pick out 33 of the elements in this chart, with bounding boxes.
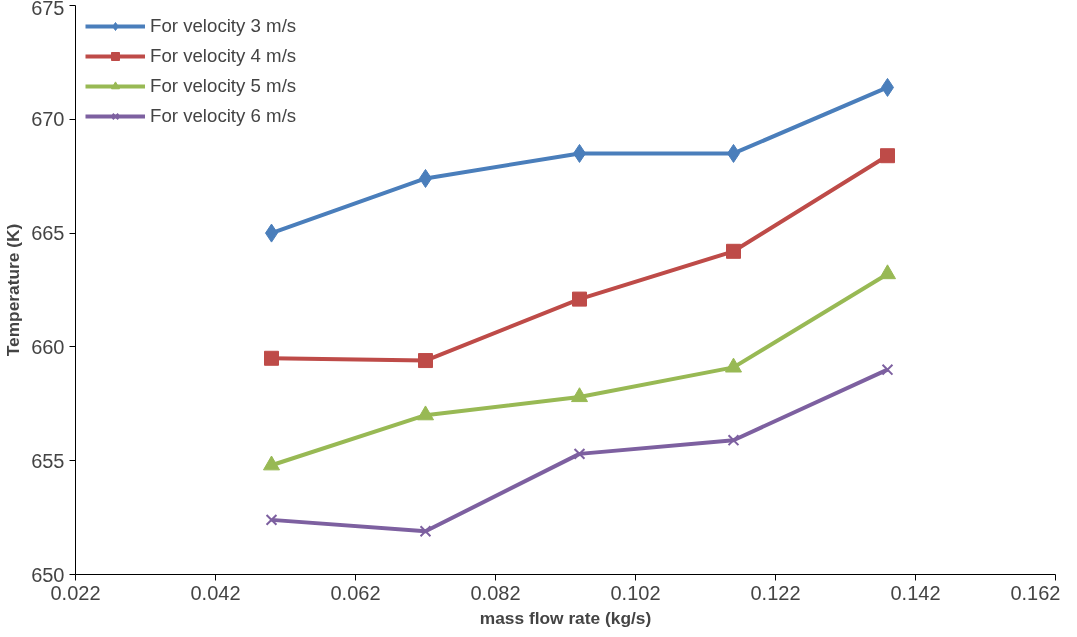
point [727,434,740,447]
x-axis-title: mass flow rate (kg/s) [479,607,652,628]
x-tick-label: 0.102 [610,581,661,604]
point [263,455,280,471]
x-tick-label: 0.122 [750,581,801,604]
legend-label: For velocity 6 m/s [150,105,297,127]
point [880,148,895,164]
point [418,353,433,369]
y-tick-label: 655 [31,449,65,472]
x-tick-label: 0.162 [1010,581,1061,604]
legend-label: For velocity 5 m/s [150,75,297,97]
point [879,264,896,280]
y-tick-label: 670 [31,108,65,131]
legend-label: For velocity 3 m/s [150,15,297,37]
y-tick-label: 675 [31,0,65,19]
x-tick-label: 0.062 [330,581,381,604]
point [725,357,742,373]
point [571,387,588,403]
point [573,447,586,460]
point [726,243,741,259]
x-tick-label: 0.142 [890,581,941,604]
x-tick-label: 0.042 [190,581,241,604]
point [264,350,279,366]
legend-label: For velocity 4 m/s [150,45,297,67]
point [417,405,434,421]
point [881,363,894,376]
y-tick-label: 665 [31,222,65,245]
point [419,525,432,538]
point [265,513,278,526]
point [572,291,587,307]
x-tick-label: 0.082 [470,581,521,604]
y-tick-label: 660 [31,335,65,358]
y-axis-title: Temperature (K) [3,223,24,357]
